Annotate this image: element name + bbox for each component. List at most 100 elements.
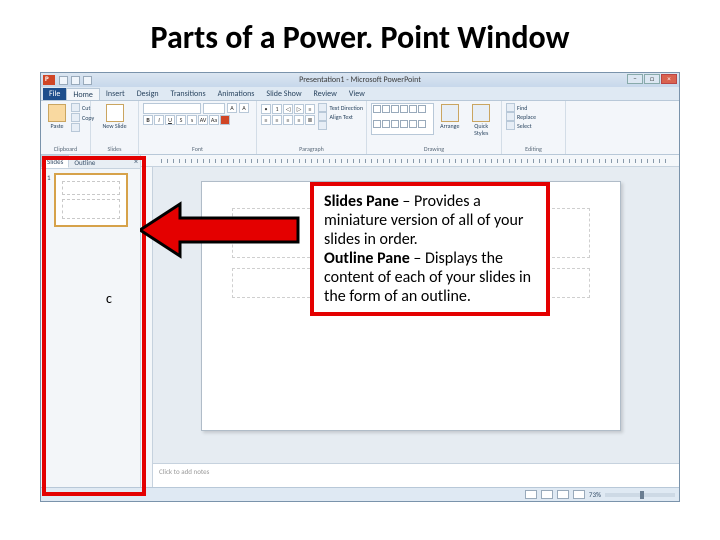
- callout-bold-1: Slides Pane: [324, 192, 399, 211]
- group-label: Drawing: [367, 145, 501, 153]
- paste-button[interactable]: Paste: [45, 103, 69, 144]
- callout-bold-2: Outline Pane: [324, 249, 410, 268]
- align-text-icon: [318, 112, 327, 121]
- group-label: Slides: [91, 145, 138, 153]
- smartart-button[interactable]: [318, 121, 363, 130]
- align-text-button[interactable]: Align Text: [318, 112, 363, 121]
- shrink-font-button[interactable]: A: [239, 103, 249, 113]
- align-center-button[interactable]: ≡: [272, 115, 282, 125]
- maximize-button[interactable]: □: [644, 74, 660, 84]
- group-label: Paragraph: [257, 145, 366, 153]
- zoom-slider[interactable]: [605, 493, 675, 497]
- annotation-letter: c: [106, 290, 112, 307]
- pane-close-button[interactable]: ×: [134, 157, 138, 167]
- slides-pane: Slides Outline × 1: [41, 155, 141, 487]
- shadow-button[interactable]: s: [187, 115, 197, 125]
- tab-view[interactable]: View: [343, 88, 371, 100]
- spacing-button[interactable]: AV: [198, 115, 208, 125]
- cut-label: Cut: [82, 104, 90, 112]
- paste-icon: [48, 104, 66, 122]
- quick-styles-label: Quick Styles: [468, 123, 494, 137]
- numbering-button[interactable]: 1: [272, 104, 282, 114]
- thumbnail-list: 1: [41, 169, 140, 231]
- tab-review[interactable]: Review: [308, 88, 343, 100]
- copy-icon: [71, 113, 80, 122]
- replace-icon: [506, 112, 515, 121]
- font-color-button[interactable]: [220, 115, 230, 125]
- group-font: A A B I U S s AV Aa Font: [139, 101, 257, 154]
- cut-icon: [71, 103, 80, 112]
- group-slides: New Slide Slides: [91, 101, 139, 154]
- quick-styles-icon: [472, 104, 490, 122]
- case-button[interactable]: Aa: [209, 115, 219, 125]
- group-label: Editing: [502, 145, 565, 153]
- line-spacing-button[interactable]: ≡: [305, 104, 315, 114]
- align-left-button[interactable]: ≡: [261, 115, 271, 125]
- notes-pane[interactable]: Click to add notes: [153, 463, 679, 487]
- tab-design[interactable]: Design: [131, 88, 165, 100]
- arrange-button[interactable]: Arrange: [437, 103, 462, 138]
- new-slide-label: New Slide: [102, 123, 126, 130]
- new-slide-button[interactable]: New Slide: [95, 103, 134, 131]
- arrange-label: Arrange: [440, 123, 459, 130]
- zoom-value: 73%: [589, 490, 601, 499]
- thumb-number: 1: [47, 173, 51, 227]
- strike-button[interactable]: S: [176, 115, 186, 125]
- tab-transitions[interactable]: Transitions: [165, 88, 212, 100]
- tab-animations[interactable]: Animations: [212, 88, 261, 100]
- grow-font-button[interactable]: A: [227, 103, 237, 113]
- group-label: Font: [139, 145, 256, 153]
- slides-tab[interactable]: Slides: [41, 155, 69, 168]
- title-bar: Presentation1 - Microsoft PowerPoint – □…: [41, 73, 679, 87]
- align-text-label: Align Text: [329, 113, 352, 121]
- text-direction-button[interactable]: Text Direction: [318, 103, 363, 112]
- pane-tabs: Slides Outline ×: [41, 155, 140, 169]
- slide-thumbnail[interactable]: [54, 173, 128, 227]
- group-editing: Find Replace Select Editing: [502, 101, 566, 154]
- slideshow-view-button[interactable]: [573, 490, 585, 499]
- ribbon-tabs: File Home Insert Design Transitions Anim…: [41, 87, 679, 101]
- replace-label: Replace: [517, 113, 536, 121]
- columns-button[interactable]: ≣: [305, 115, 315, 125]
- font-size-select[interactable]: [203, 103, 225, 114]
- reading-view-button[interactable]: [557, 490, 569, 499]
- shapes-gallery[interactable]: [371, 103, 434, 135]
- find-button[interactable]: Find: [506, 103, 561, 112]
- group-label: Clipboard: [41, 145, 90, 153]
- sorter-view-button[interactable]: [541, 490, 553, 499]
- underline-button[interactable]: U: [165, 115, 175, 125]
- find-label: Find: [517, 104, 527, 112]
- normal-view-button[interactable]: [525, 490, 537, 499]
- page-title: Parts of a Power. Point Window: [0, 0, 720, 65]
- arrange-icon: [441, 104, 459, 122]
- select-icon: [506, 121, 515, 130]
- group-clipboard: Paste Cut Copy Clipboard: [41, 101, 91, 154]
- italic-button[interactable]: I: [154, 115, 164, 125]
- justify-button[interactable]: ≡: [294, 115, 304, 125]
- align-right-button[interactable]: ≡: [283, 115, 293, 125]
- close-button[interactable]: ×: [661, 74, 677, 84]
- font-name-select[interactable]: [143, 103, 201, 114]
- bullets-button[interactable]: •: [261, 104, 271, 114]
- tab-slideshow[interactable]: Slide Show: [260, 88, 307, 100]
- bold-button[interactable]: B: [143, 115, 153, 125]
- ribbon: Paste Cut Copy Clipboard New Slide Slide…: [41, 101, 679, 155]
- replace-button[interactable]: Replace: [506, 112, 561, 121]
- status-bar: 73%: [41, 487, 679, 501]
- indent-dec-button[interactable]: ◁: [283, 104, 293, 114]
- new-slide-icon: [106, 104, 124, 122]
- quick-styles-button[interactable]: Quick Styles: [465, 103, 497, 138]
- tab-insert[interactable]: Insert: [100, 88, 131, 100]
- select-button[interactable]: Select: [506, 121, 561, 130]
- minimize-button[interactable]: –: [627, 74, 643, 84]
- tab-home[interactable]: Home: [66, 88, 100, 100]
- group-paragraph: • 1 ◁ ▷ ≡ ≡ ≡ ≡ ≡ ≣ Text Direction Align…: [257, 101, 367, 154]
- group-drawing: Arrange Quick Styles Drawing: [367, 101, 502, 154]
- tab-file[interactable]: File: [43, 88, 66, 100]
- callout-box: Slides Pane – Provides a miniature versi…: [310, 182, 550, 316]
- window-title: Presentation1 - Microsoft PowerPoint: [41, 75, 679, 85]
- paste-label: Paste: [50, 123, 63, 130]
- outline-tab[interactable]: Outline: [69, 157, 100, 168]
- select-label: Select: [517, 122, 532, 130]
- indent-inc-button[interactable]: ▷: [294, 104, 304, 114]
